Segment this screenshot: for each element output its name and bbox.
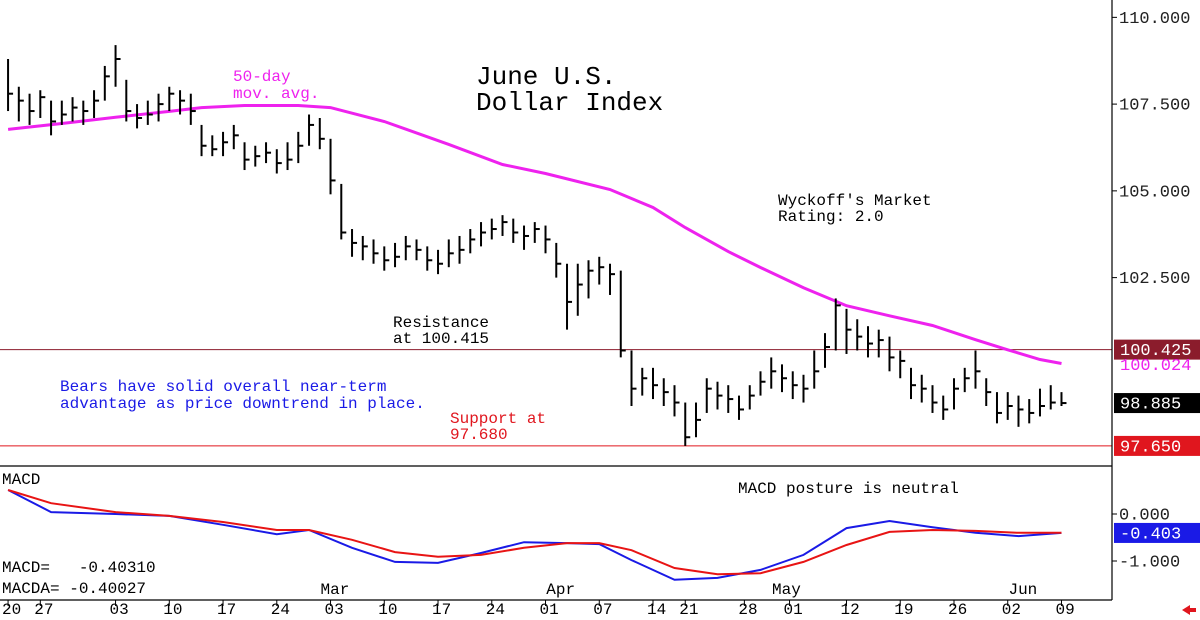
y-tick-label: 102.500 xyxy=(1119,270,1190,289)
x-tick-label: 07 xyxy=(593,601,612,619)
x-tick-label: 12 xyxy=(840,601,859,619)
macd-note: MACD posture is neutral xyxy=(738,480,959,498)
x-tick-label: 10 xyxy=(163,601,182,619)
x-tick-label: 09 xyxy=(1055,601,1074,619)
month-label: May xyxy=(772,581,801,599)
x-tick-label: 27 xyxy=(34,601,53,619)
x-tick-label: 02 xyxy=(1002,601,1021,619)
value-box-label: 100.425 xyxy=(1120,342,1191,361)
x-tick-label: 20 xyxy=(2,601,21,619)
resistance-annotation: Resistance xyxy=(393,314,489,332)
value-box xyxy=(1114,435,1200,456)
value-box xyxy=(1114,522,1200,543)
macd-readout: MACDA= -0.40027 xyxy=(2,580,146,598)
ma-label: mov. avg. xyxy=(233,85,319,103)
plot-layer: 110.000 107.500 105.000 102.500 100.425 97.65… xyxy=(0,10,1200,619)
x-tick-label: 26 xyxy=(948,601,967,619)
rating-annotation: Wyckoff's Market xyxy=(778,192,932,210)
support-annotation: 97.680 xyxy=(450,426,508,444)
y-tick-label: 0.000 xyxy=(1119,506,1170,525)
scroll-arrow[interactable] xyxy=(1182,605,1196,615)
x-tick-label: 19 xyxy=(894,601,913,619)
resistance-annotation: at 100.415 xyxy=(393,330,489,348)
x-tick-label: 24 xyxy=(271,601,290,619)
month-label: Mar xyxy=(321,581,350,599)
macd-readout: MACD= -0.40310 xyxy=(2,559,156,577)
ma-label: 50-day xyxy=(233,68,291,86)
ma-last-value: 100.024 xyxy=(1120,357,1191,376)
value-box-label: -0.403 xyxy=(1120,525,1181,544)
panel-title: MACD xyxy=(2,471,40,489)
comment-annotation: advantage as price downtrend in place. xyxy=(60,395,425,413)
month-label: Jun xyxy=(1008,581,1037,599)
value-box-label: 98.885 xyxy=(1120,396,1181,415)
x-tick-label: 17 xyxy=(217,601,236,619)
moving-average-line xyxy=(7,104,1062,365)
rating-annotation: Rating: 2.0 xyxy=(778,208,884,226)
x-tick-label: 03 xyxy=(110,601,129,619)
comment-annotation: Bears have solid overall near-term xyxy=(60,378,386,396)
support-annotation: Support at xyxy=(450,410,546,428)
y-tick-label: -1.000 xyxy=(1119,553,1180,572)
chart-title: Dollar Index xyxy=(476,88,663,118)
chart-title: June U.S. xyxy=(476,62,616,92)
y-tick-label: 107.500 xyxy=(1119,97,1190,116)
x-tick-label: 10 xyxy=(378,601,397,619)
month-label: Apr xyxy=(546,581,575,599)
x-tick-label: 01 xyxy=(784,601,803,619)
x-tick-label: 28 xyxy=(738,601,757,619)
x-tick-label: 17 xyxy=(432,601,451,619)
value-box xyxy=(1114,393,1200,414)
x-tick-label: 01 xyxy=(540,601,559,619)
macd-line xyxy=(7,489,1062,576)
y-tick-label: 105.000 xyxy=(1119,183,1190,202)
x-tick-label: 21 xyxy=(679,601,698,619)
value-box xyxy=(1114,339,1200,360)
y-tick-label: 110.000 xyxy=(1119,10,1190,29)
x-tick-label: 03 xyxy=(325,601,344,619)
x-tick-label: 24 xyxy=(486,601,505,619)
x-tick-label: 14 xyxy=(647,601,666,619)
value-box-label: 97.650 xyxy=(1120,438,1181,457)
